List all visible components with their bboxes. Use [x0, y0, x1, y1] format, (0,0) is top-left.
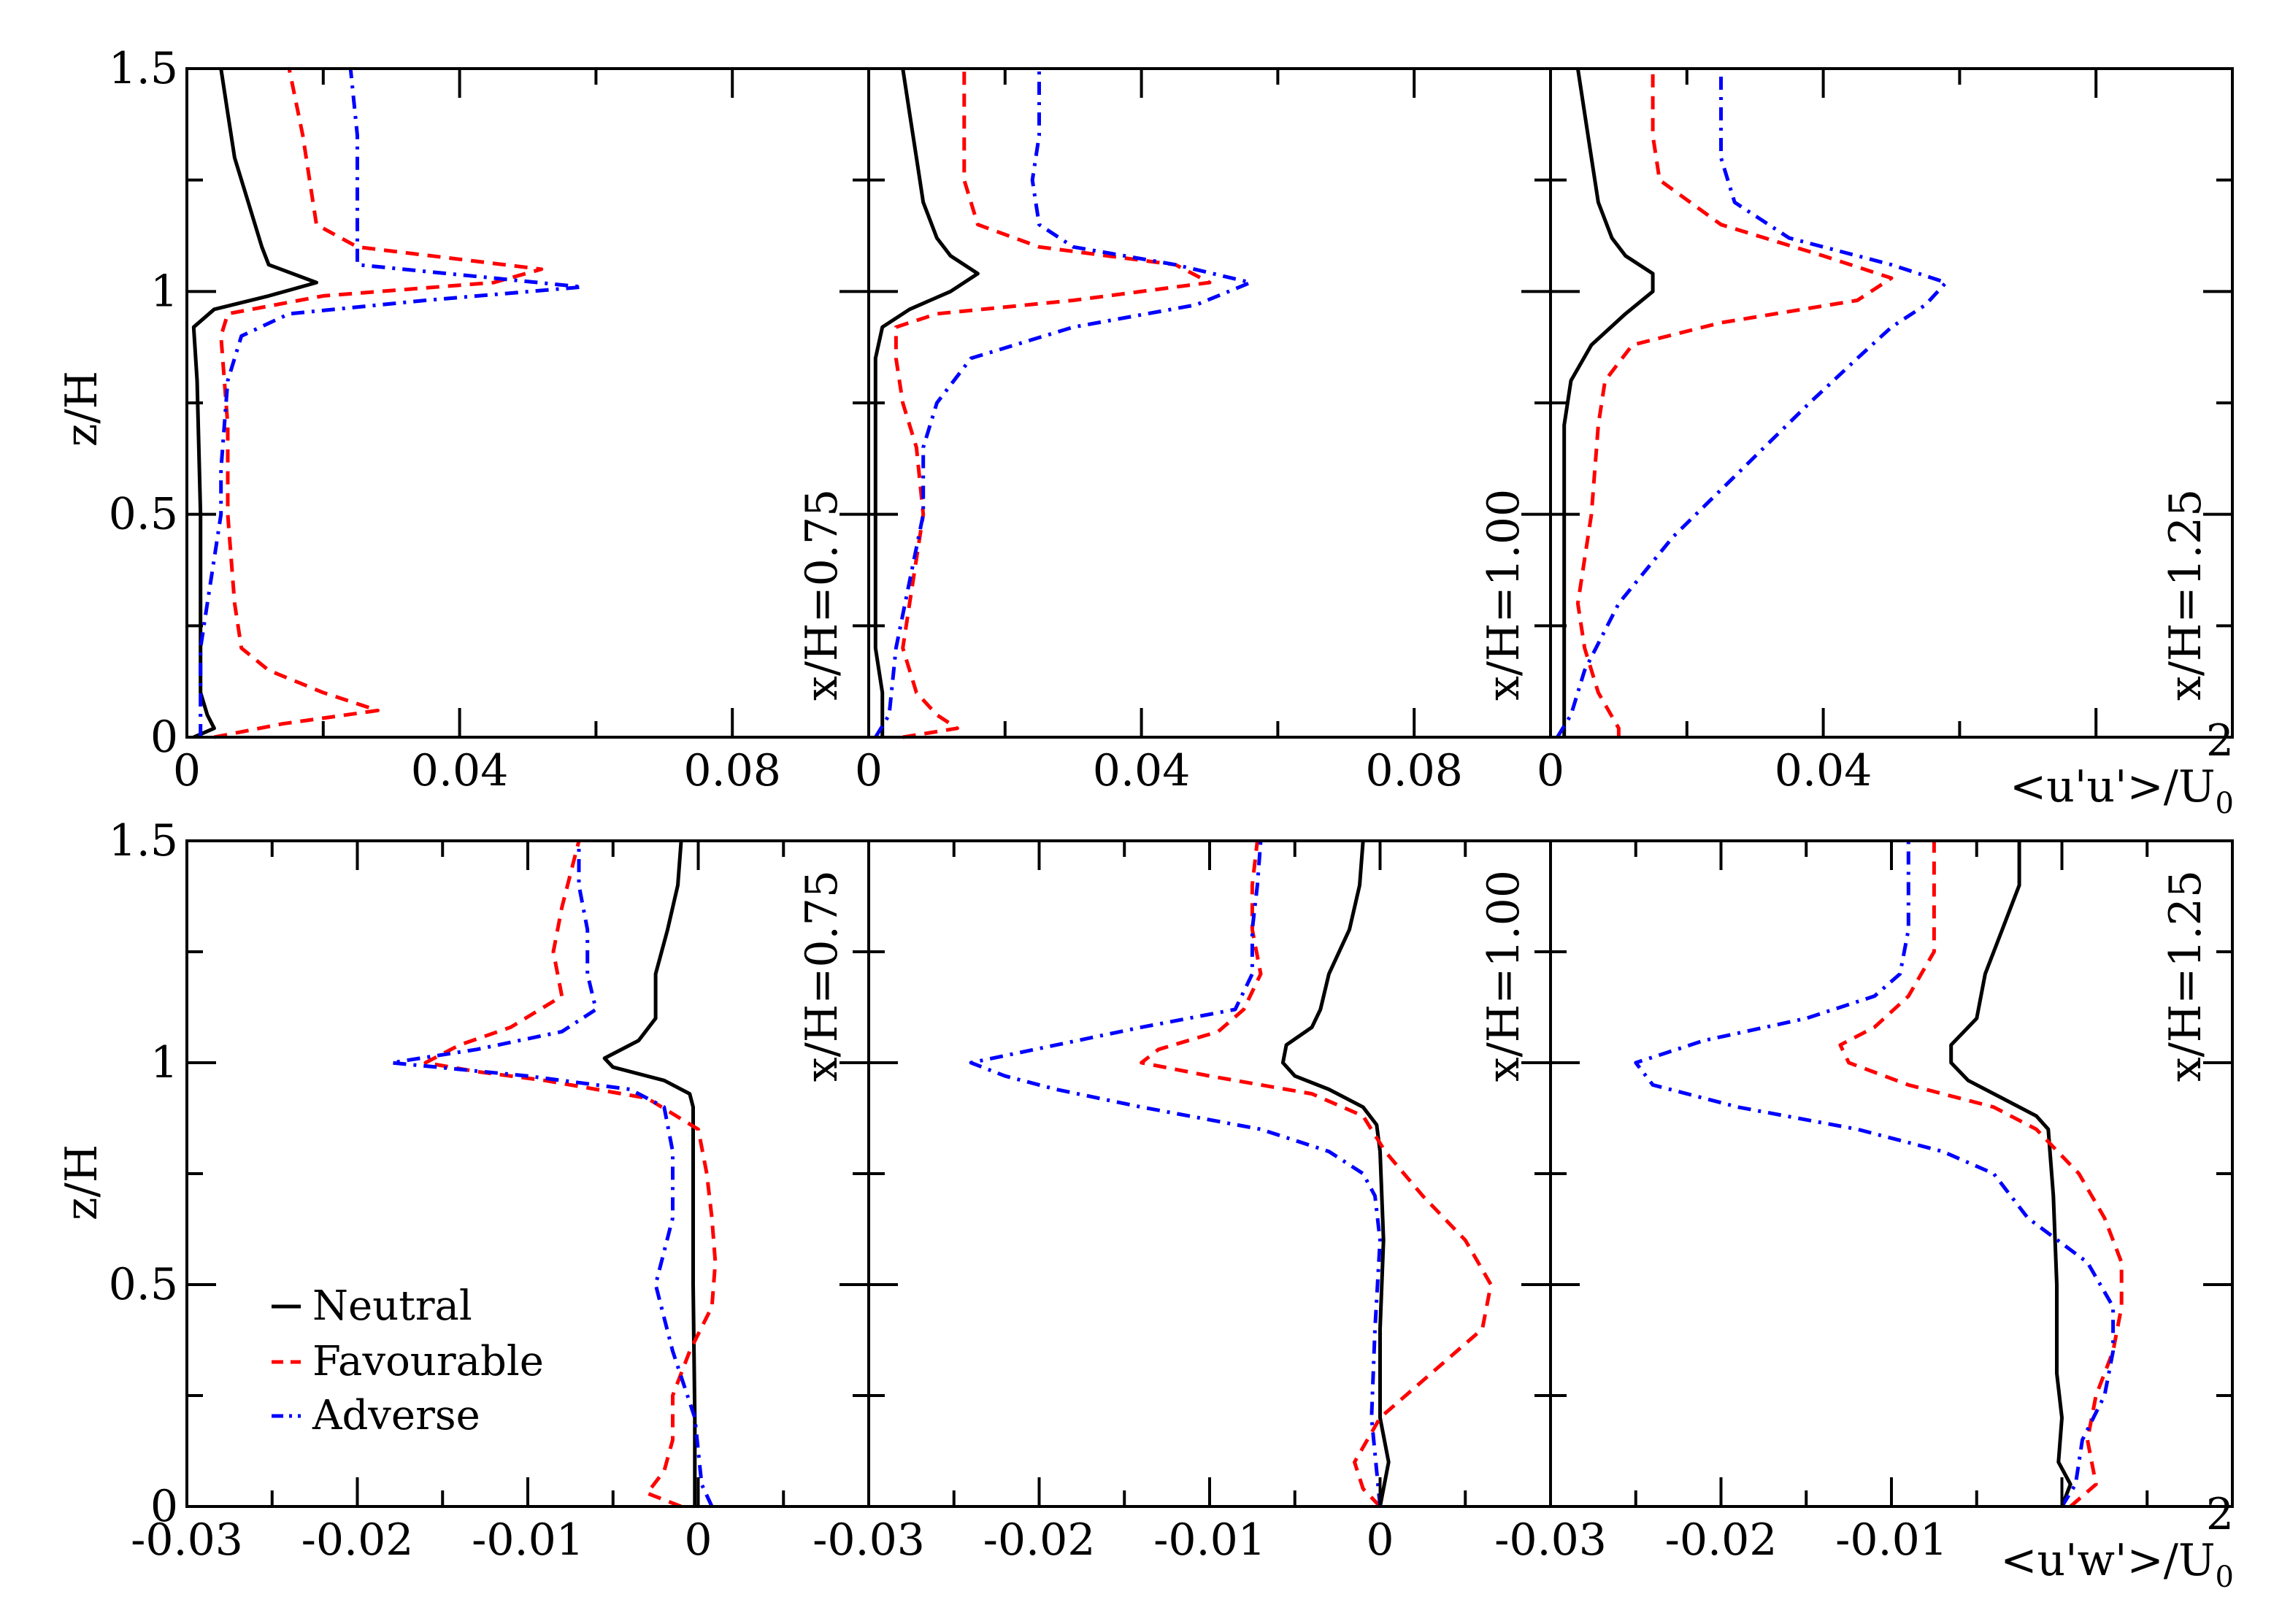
y-tick-label: 0: [150, 1481, 178, 1532]
series-line-neutral: [191, 68, 318, 739]
x-tick-label: -0.02: [1665, 1515, 1778, 1566]
series-line-favourable: [213, 68, 544, 739]
series-line-neutral: [1949, 841, 2072, 1507]
panel-label: x/H=1.25: [2160, 489, 2211, 701]
series-line-adverse: [199, 68, 585, 737]
panel-bottom-x-h-1-25: -0.03 -0.02 -0.01 x/H=1.25: [1494, 839, 2234, 1566]
series-line-adverse: [874, 69, 1253, 739]
legend-label-favourable: Favourable: [312, 1338, 544, 1385]
series-line-favourable: [1838, 841, 2124, 1508]
plot-frame: [185, 839, 870, 1508]
y-tick-label: 0: [150, 712, 178, 763]
series-line-favourable: [423, 840, 718, 1509]
x-tick-label: 0.04: [1775, 745, 1872, 796]
x-tick-label: 0: [684, 1515, 712, 1566]
panel-top-x-h-1-00: 0 0.04 0.08 x/H=1.00: [855, 67, 1552, 796]
panels: 00.511.50 0.04 0.08x/H=0.750 0.04 0.08x/H=1.…: [109, 43, 2234, 1566]
y-axis-title-top: z/H: [56, 371, 107, 447]
x-tick-label: -0.03: [812, 1515, 925, 1566]
panel-label: x/H=0.75: [796, 489, 848, 701]
x-tick-label: 0: [1537, 745, 1564, 796]
panel-label: x/H=1.25: [2160, 870, 2211, 1082]
plot-frame: [867, 839, 1552, 1508]
y-tick-label: 1: [150, 266, 178, 317]
x-tick-label: -0.03: [1494, 1515, 1607, 1566]
x-axis-title-top-sub: 0: [2216, 787, 2234, 820]
y-tick-label: 1: [150, 1037, 178, 1088]
x-tick-label: -0.03: [131, 1515, 243, 1566]
x-tick-label: -0.02: [301, 1515, 414, 1566]
panel-label: x/H=0.75: [796, 870, 848, 1082]
series-line-favourable: [1140, 840, 1493, 1508]
x-axis-title-bottom-sub: 0: [2216, 1560, 2234, 1594]
x-axis-title-bottom: <u'w'>/U0: [2000, 1535, 2234, 1594]
x-axis-title-top-main: <u'u'>/U: [2010, 761, 2216, 812]
panel-bottom-x-h-0-75: 0 0.5 1 1.5 -0.03 -0.02 -0.01 0 x/H=0.75: [109, 815, 870, 1566]
series-line-adverse: [389, 841, 714, 1508]
plot-frame: [867, 67, 1552, 739]
x-tick-label: 0.04: [1093, 745, 1191, 796]
plot-frame: [185, 67, 870, 739]
x-tick-label: -0.01: [472, 1515, 584, 1566]
x-tick-label: -0.02: [983, 1515, 1096, 1566]
series-line-neutral: [873, 68, 980, 737]
x-tick-label: 0: [855, 745, 883, 796]
plot-frame: [1549, 839, 2234, 1508]
x-tick-label: -0.01: [1153, 1515, 1266, 1566]
panel-label: x/H=1.00: [1478, 870, 1529, 1082]
panel-bottom-x-h-1-00: -0.03 -0.02 -0.01 0 x/H=1.00: [812, 839, 1552, 1566]
series-line-neutral: [1562, 68, 1655, 737]
plot-frame: [1549, 67, 2234, 739]
x-axis-title-bottom-exponent: 2: [2206, 1489, 2234, 1540]
y-tick-label: 1.5: [109, 815, 178, 866]
x-axis-title-top: <u'u'>/U0: [2010, 761, 2234, 820]
series-line-adverse: [1634, 841, 2116, 1508]
panel-top-x-h-0-75: 0 0.5 1 1.5 0 0.04 0.08 x/H=0.75: [109, 43, 870, 796]
legend: Neutral Favourable Adverse: [272, 1282, 544, 1439]
panel-top-x-h-1-25: 0 0.04 x/H=1.25: [1537, 67, 2234, 796]
legend-label-adverse: Adverse: [312, 1392, 480, 1439]
x-tick-label: 0: [1366, 1515, 1394, 1566]
series-line-favourable: [894, 69, 1212, 739]
x-tick-label: -0.01: [1835, 1515, 1948, 1566]
x-axis-title-bottom-main: <u'w'>/U: [2000, 1535, 2215, 1586]
series-line-adverse: [1556, 69, 1948, 739]
y-tick-label: 1.5: [109, 43, 178, 94]
x-tick-label: 0.08: [683, 745, 781, 796]
x-axis-title-top-exponent: 2: [2206, 715, 2234, 766]
y-axis-labels: z/H z/H: [56, 371, 107, 1220]
x-tick-label: 0.08: [1365, 745, 1463, 796]
panel-label: x/H=1.00: [1478, 489, 1529, 701]
x-axis-titles: <u'u'>/U0 2 <u'w'>/U0 2: [2000, 715, 2234, 1594]
series-line-neutral: [602, 840, 697, 1506]
y-tick-label: 0.5: [109, 489, 178, 540]
y-tick-label: 0.5: [109, 1259, 178, 1310]
series-line-adverse: [969, 840, 1382, 1507]
series-line-favourable: [1575, 69, 1894, 737]
x-tick-label: 0.04: [411, 745, 509, 796]
y-axis-title-bottom: z/H: [56, 1144, 107, 1220]
series-line-neutral: [1280, 840, 1391, 1507]
legend-label-neutral: Neutral: [312, 1282, 472, 1330]
x-tick-label: 0: [173, 745, 201, 796]
